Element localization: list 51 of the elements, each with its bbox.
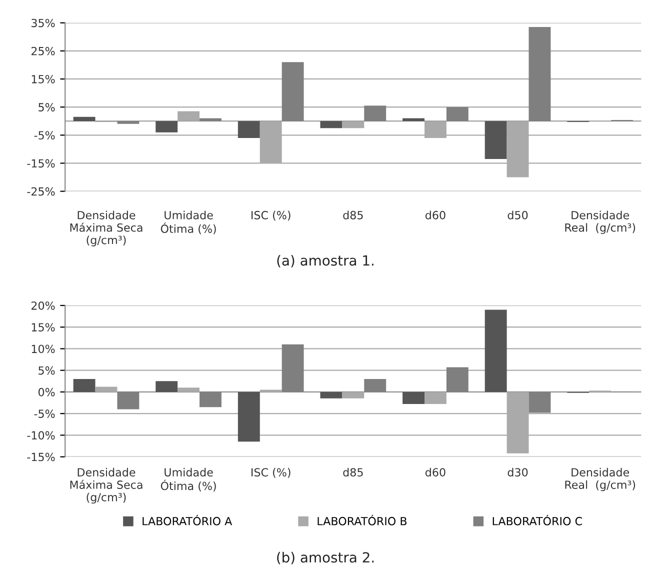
y-tick-label: 20%: [31, 301, 55, 310]
x-tick-label: d50: [508, 210, 528, 220]
y-tick-label: -10%: [27, 431, 55, 440]
bar: [424, 392, 446, 404]
y-tick-label: 15%: [32, 323, 55, 332]
x-tick-label: d60: [425, 210, 446, 220]
bar: [95, 386, 118, 392]
y-tick-label: 35%: [32, 18, 55, 28]
x-tick-label: ISC (%): [252, 468, 290, 478]
bar: [320, 121, 342, 128]
bar: [238, 121, 260, 138]
x-tick-label: d60: [425, 468, 446, 477]
y-tick-label: -15%: [27, 159, 55, 168]
y-tick-label: -25%: [27, 187, 55, 196]
bar: [342, 121, 364, 128]
y-tick-label: 15%: [32, 74, 55, 84]
x-tick-label: Densidade Máxima Seca (g/cm³): [70, 210, 142, 246]
bar: [178, 111, 200, 122]
legend-label: LABORATÓRIO B: [318, 514, 407, 526]
y-tick-label: -5%: [34, 410, 55, 418]
bar: [238, 392, 260, 442]
y-tick-label: -5%: [34, 131, 55, 140]
x-tick-label: d85: [343, 210, 363, 220]
bar: [484, 310, 507, 392]
x-tick-label: Densidade Real (g/cm³): [565, 468, 636, 492]
y-tick-label: -15%: [27, 452, 55, 462]
x-tick-label: Umidade Ótima (%): [160, 468, 216, 492]
x-tick-label: Densidade Real (g/cm³): [565, 210, 636, 234]
x-tick-label: Densidade Máxima Seca (g/cm³): [70, 468, 142, 504]
y-tick-label: 5%: [38, 366, 55, 375]
bar: [156, 381, 178, 392]
bar: [73, 378, 96, 392]
x-tick-label: d85: [343, 468, 363, 477]
bar: [484, 121, 507, 159]
legend-label: LABORATÓRIO A: [142, 514, 232, 526]
x-tick-label: d30: [508, 468, 528, 477]
y-tick-label: 25%: [31, 46, 55, 56]
x-tick-label: Umidade Ótima (%): [160, 210, 216, 234]
text: (a) amostra 1.: [277, 254, 374, 268]
bar: [73, 116, 96, 122]
bar: [402, 392, 424, 404]
bar: [320, 392, 342, 398]
bar: [178, 388, 200, 392]
bar: [156, 121, 178, 132]
y-tick-label: 5%: [38, 103, 55, 112]
bar: [342, 392, 364, 398]
y-tick-label: 10%: [32, 344, 55, 354]
legend-label: LABORATÓRIO C: [492, 514, 582, 526]
x-tick-label: ISC (%): [252, 210, 290, 221]
text: (b) amostra 2.: [277, 552, 374, 564]
y-tick-label: 0%: [38, 388, 55, 396]
